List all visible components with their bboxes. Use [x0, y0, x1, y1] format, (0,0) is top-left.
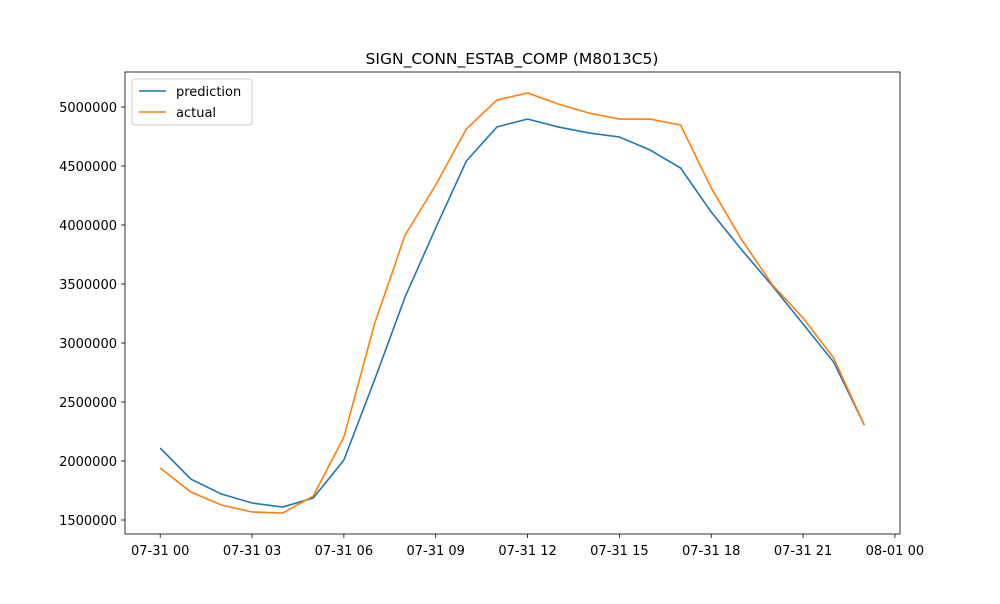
y-tick-label: 3000000	[59, 337, 117, 352]
y-tick-label: 4500000	[59, 160, 117, 175]
x-tick-label: 07-31 00	[131, 544, 189, 559]
x-tick-label: 07-31 09	[406, 544, 464, 559]
x-tick-label: 08-01 00	[866, 544, 924, 559]
x-tick-label: 07-31 15	[590, 544, 648, 559]
x-tick-label: 07-31 21	[774, 544, 832, 559]
y-tick-label: 3500000	[59, 278, 117, 293]
y-tick-label: 5000000	[59, 101, 117, 116]
line-series	[159, 118, 866, 508]
x-tick-label: 07-31 12	[498, 544, 556, 559]
x-tick-label: 07-31 06	[315, 544, 373, 559]
legend-label: prediction	[176, 85, 241, 100]
y-tick-label: 2500000	[59, 396, 117, 411]
y-tick-label: 2000000	[59, 455, 117, 470]
line-series	[159, 92, 866, 514]
chart-title: SIGN_CONN_ESTAB_COMP (M8013C5)	[366, 50, 659, 69]
y-tick-label: 1500000	[59, 514, 117, 529]
legend-label: actual	[176, 106, 216, 121]
x-tick-label: 07-31 18	[682, 544, 740, 559]
plot-frame	[124, 71, 901, 535]
x-tick-label: 07-31 03	[223, 544, 281, 559]
y-tick-label: 4000000	[59, 219, 117, 234]
